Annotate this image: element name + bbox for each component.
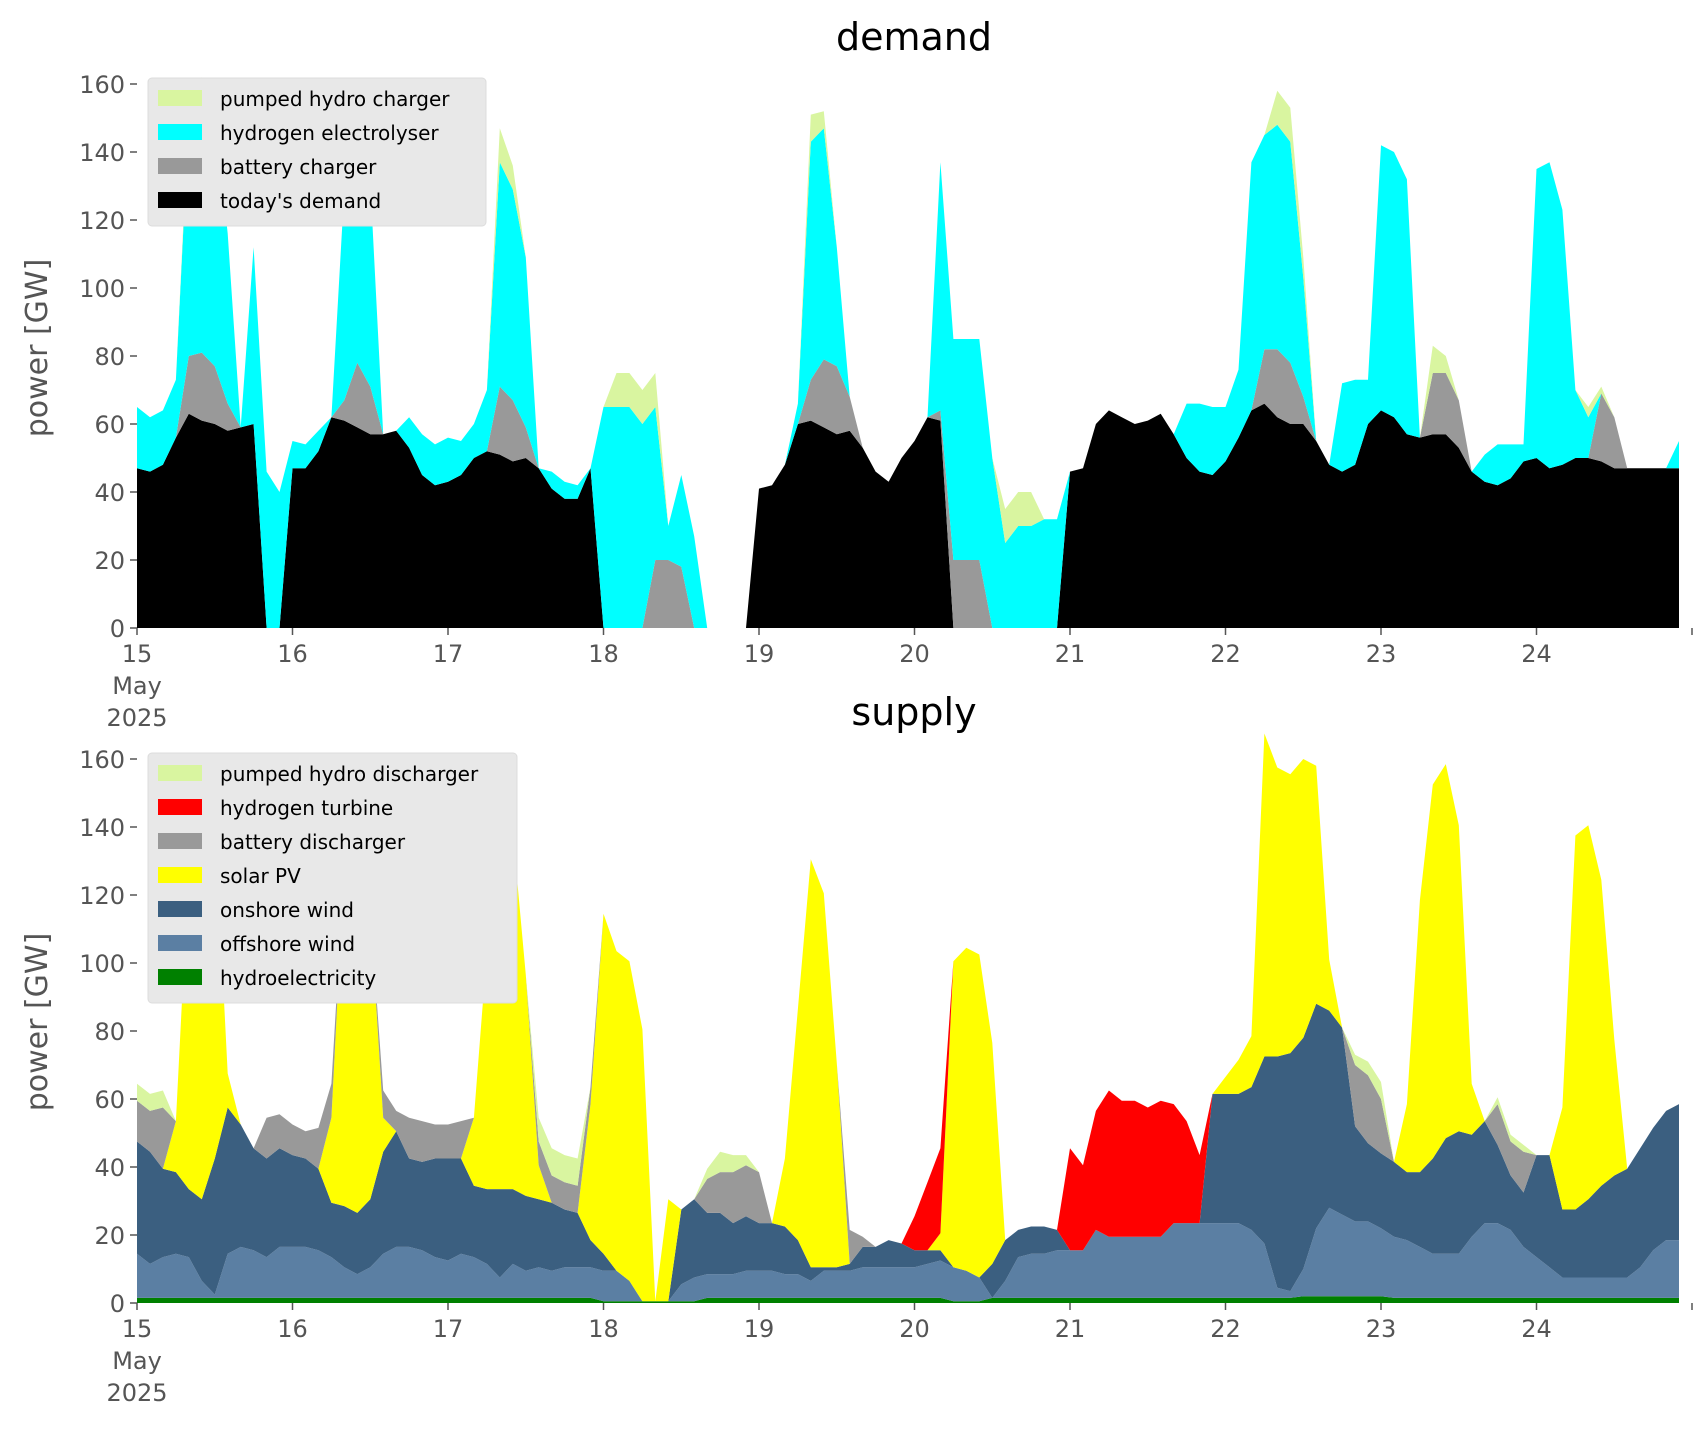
legend-label: battery discharger bbox=[220, 830, 406, 854]
demand-axes: 0 20 40 60 80 100 120 140 160 15 May 2025 16 17 18 19 20… bbox=[79, 71, 1693, 732]
demand-areas bbox=[137, 77, 1679, 628]
xtick-label: 24 bbox=[1521, 1315, 1552, 1343]
ytick-label: 60 bbox=[94, 1086, 125, 1114]
supply-legend: pumped hydro discharger hydrogen turbine b… bbox=[147, 752, 518, 1004]
xtick-label: 15 May 2025 bbox=[106, 1315, 167, 1407]
legend-label: pumped hydro discharger bbox=[220, 762, 479, 786]
xtick-label: 22 bbox=[1210, 640, 1241, 668]
xtick-label: 20 bbox=[899, 1315, 930, 1343]
ytick-label: 160 bbox=[79, 71, 125, 99]
demand-legend: pumped hydro charger hydrogen electrolyse… bbox=[147, 77, 487, 227]
ytick-label: 40 bbox=[94, 479, 125, 507]
legend-swatch bbox=[158, 935, 202, 951]
ytick-label: 140 bbox=[79, 139, 125, 167]
ytick-label: 60 bbox=[94, 411, 125, 439]
supply-title: supply bbox=[851, 690, 976, 734]
xtick-label: 21 bbox=[1055, 1315, 1086, 1343]
xtick-label: 19 bbox=[744, 640, 775, 668]
legend-swatch bbox=[158, 969, 202, 985]
legend-swatch bbox=[158, 90, 202, 106]
xtick-label: 17 bbox=[433, 1315, 464, 1343]
demand-title: demand bbox=[836, 15, 992, 59]
xtick-label: 21 bbox=[1055, 640, 1086, 668]
xtick-label: 18 bbox=[588, 1315, 619, 1343]
xtick-label: 16 bbox=[277, 640, 308, 668]
supply-areas bbox=[137, 733, 1679, 1303]
xtick-label: 16 bbox=[277, 1315, 308, 1343]
legend-swatch bbox=[158, 867, 202, 883]
xtick-label: 24 bbox=[1521, 640, 1552, 668]
legend-label: battery charger bbox=[220, 155, 377, 179]
legend-label: hydroelectricity bbox=[220, 966, 376, 990]
legend-swatch bbox=[158, 124, 202, 140]
legend-swatch bbox=[158, 192, 202, 208]
legend-swatch bbox=[158, 158, 202, 174]
ytick-label: 120 bbox=[79, 207, 125, 235]
area-hydrogen-electrolyser bbox=[137, 87, 1679, 628]
legend-swatch bbox=[158, 799, 202, 815]
legend-swatch bbox=[158, 833, 202, 849]
ytick-label: 100 bbox=[79, 275, 125, 303]
ytick-label: 0 bbox=[110, 1290, 125, 1318]
ytick-label: 0 bbox=[110, 615, 125, 643]
demand-panel: demand power [GW] 0 20 40 60 80 100 120 140 160 1… bbox=[20, 15, 1693, 732]
xtick-label: 23 bbox=[1366, 640, 1397, 668]
ytick-label: 140 bbox=[79, 814, 125, 842]
area-today-s-demand bbox=[137, 403, 1679, 628]
ytick-label: 20 bbox=[94, 547, 125, 575]
legend-label: pumped hydro charger bbox=[220, 87, 450, 111]
legend-label: offshore wind bbox=[220, 932, 355, 956]
legend-label: hydrogen electrolyser bbox=[220, 121, 439, 145]
demand-ylabel: power [GW] bbox=[20, 259, 55, 438]
legend-swatch bbox=[158, 901, 202, 917]
legend-box bbox=[147, 752, 518, 1004]
ytick-label: 40 bbox=[94, 1154, 125, 1182]
legend-label: today's demand bbox=[220, 189, 381, 213]
ytick-label: 80 bbox=[94, 1018, 125, 1046]
xtick-label: 20 bbox=[899, 640, 930, 668]
xtick-label: 17 bbox=[433, 640, 464, 668]
legend-label: solar PV bbox=[220, 864, 301, 888]
area-battery-charger bbox=[137, 349, 1679, 628]
ytick-label: 100 bbox=[79, 950, 125, 978]
area-solar-pv bbox=[137, 733, 1679, 1302]
area-hydroelectricity bbox=[137, 1296, 1679, 1303]
area-onshore-wind bbox=[137, 1003, 1679, 1302]
area-offshore-wind bbox=[137, 1207, 1679, 1302]
ytick-label: 20 bbox=[94, 1222, 125, 1250]
ytick-label: 120 bbox=[79, 882, 125, 910]
supply-axes: 0 20 40 60 80 100 120 140 160 15 May 2025 16 17 18 19 20… bbox=[79, 746, 1693, 1407]
supply-ylabel: power [GW] bbox=[20, 933, 55, 1112]
xtick-label: 19 bbox=[744, 1315, 775, 1343]
xtick-label: 23 bbox=[1366, 1315, 1397, 1343]
xtick-label: 18 bbox=[588, 640, 619, 668]
xtick-label: 22 bbox=[1210, 1315, 1241, 1343]
legend-box bbox=[147, 77, 487, 227]
supply-panel: supply power [GW] 0 20 40 60 80 100 120 140 160 1… bbox=[20, 690, 1693, 1407]
ytick-label: 160 bbox=[79, 746, 125, 774]
legend-swatch bbox=[158, 765, 202, 781]
legend-label: onshore wind bbox=[220, 898, 354, 922]
xtick-label: 15 May 2025 bbox=[106, 640, 167, 732]
legend-label: hydrogen turbine bbox=[220, 796, 393, 820]
ytick-label: 80 bbox=[94, 343, 125, 371]
